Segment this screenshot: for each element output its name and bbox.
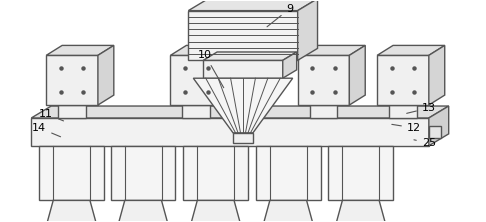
Polygon shape: [429, 46, 445, 105]
Polygon shape: [222, 46, 238, 105]
Text: 11: 11: [39, 109, 64, 121]
Polygon shape: [389, 105, 417, 118]
Text: 12: 12: [392, 123, 421, 133]
Polygon shape: [193, 78, 293, 133]
Polygon shape: [58, 100, 94, 105]
Polygon shape: [256, 146, 320, 200]
Polygon shape: [429, 106, 449, 146]
Text: 25: 25: [414, 138, 436, 148]
Polygon shape: [310, 105, 337, 118]
Polygon shape: [203, 60, 283, 78]
Polygon shape: [429, 126, 441, 138]
Polygon shape: [329, 146, 393, 200]
Polygon shape: [297, 0, 317, 60]
Polygon shape: [189, 11, 297, 60]
Polygon shape: [98, 46, 114, 105]
Text: 9: 9: [267, 4, 293, 27]
Polygon shape: [377, 55, 429, 105]
Polygon shape: [183, 146, 248, 200]
Text: 10: 10: [198, 50, 224, 88]
Polygon shape: [203, 52, 296, 60]
Text: 14: 14: [32, 123, 61, 137]
Polygon shape: [191, 200, 240, 222]
Polygon shape: [233, 133, 253, 143]
Polygon shape: [182, 105, 210, 118]
Polygon shape: [297, 46, 365, 55]
Polygon shape: [31, 106, 449, 118]
Polygon shape: [189, 0, 317, 11]
Polygon shape: [171, 46, 238, 55]
Text: 13: 13: [407, 103, 436, 113]
Polygon shape: [283, 52, 296, 78]
Polygon shape: [377, 46, 445, 55]
Polygon shape: [349, 46, 365, 105]
Polygon shape: [46, 55, 98, 105]
Polygon shape: [264, 200, 312, 222]
Polygon shape: [310, 100, 346, 105]
Polygon shape: [47, 200, 96, 222]
Polygon shape: [389, 100, 425, 105]
Polygon shape: [119, 200, 168, 222]
Polygon shape: [171, 55, 222, 105]
Polygon shape: [182, 100, 218, 105]
Polygon shape: [297, 55, 349, 105]
Polygon shape: [336, 200, 385, 222]
Polygon shape: [31, 118, 429, 146]
Polygon shape: [46, 46, 114, 55]
Polygon shape: [58, 105, 86, 118]
Polygon shape: [111, 146, 175, 200]
Polygon shape: [39, 146, 104, 200]
